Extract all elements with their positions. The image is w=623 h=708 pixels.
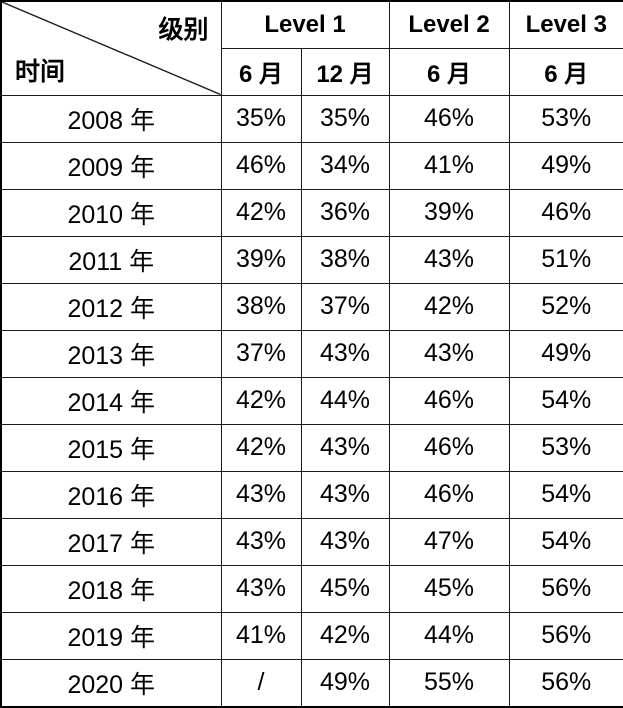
value-cell: 46% [388, 423, 510, 472]
value-cell: 34% [300, 141, 390, 190]
value-cell: 43% [300, 329, 390, 378]
table-row-2018: 2018 年 43% 45% 45% 56% [0, 564, 623, 613]
value-cell: 43% [220, 517, 302, 566]
column-group-level-3: Level 3 [508, 0, 623, 49]
value-cell: 46% [388, 376, 510, 425]
year-cell: 2016 年 [0, 470, 222, 519]
value-cell: 43% [300, 470, 390, 519]
value-cell: / [220, 658, 302, 708]
value-cell: 46% [388, 470, 510, 519]
value-cell: 43% [220, 564, 302, 613]
table-row-2011: 2011 年 39% 38% 43% 51% [0, 235, 623, 284]
value-cell: 43% [388, 329, 510, 378]
value-cell: 37% [220, 329, 302, 378]
year-cell: 2019 年 [0, 611, 222, 660]
value-cell: 45% [300, 564, 390, 613]
corner-label-time: 时间 [15, 57, 66, 86]
year-cell: 2014 年 [0, 376, 222, 425]
corner-label-level: 级别 [158, 16, 209, 44]
value-cell: 47% [388, 517, 510, 566]
value-cell: 54% [508, 470, 623, 519]
value-cell: 56% [508, 564, 623, 613]
value-cell: 44% [388, 611, 510, 660]
table-row-2012: 2012 年 38% 37% 42% 52% [0, 282, 623, 331]
subheader-level1-december: 12 月 [300, 47, 390, 96]
value-cell: 45% [388, 564, 510, 613]
value-cell: 42% [220, 423, 302, 472]
year-cell: 2012 年 [0, 282, 222, 331]
value-cell: 49% [508, 141, 623, 190]
value-cell: 42% [388, 282, 510, 331]
value-cell: 35% [300, 94, 390, 143]
value-cell: 54% [508, 517, 623, 566]
table-row-2017: 2017 年 43% 43% 47% 54% [0, 517, 623, 566]
subheader-level3-june: 6 月 [508, 47, 623, 96]
column-group-level-2: Level 2 [388, 0, 510, 49]
table-row-2009: 2009 年 46% 34% 41% 49% [0, 141, 623, 190]
value-cell: 53% [508, 423, 623, 472]
table-row-2020: 2020 年 / 49% 55% 56% [0, 658, 623, 708]
value-cell: 54% [508, 376, 623, 425]
value-cell: 38% [220, 282, 302, 331]
subheader-level2-june: 6 月 [388, 47, 510, 96]
column-group-level-1: Level 1 [220, 0, 390, 49]
header-row-groups: 级别 时间 Level 1 Level 2 Level 3 [0, 0, 623, 96]
value-cell: 38% [300, 235, 390, 284]
value-cell: 39% [220, 235, 302, 284]
year-cell: 2015 年 [0, 423, 222, 472]
value-cell: 46% [388, 94, 510, 143]
corner-header-cell: 级别 时间 [0, 0, 222, 96]
year-cell: 2009 年 [0, 141, 222, 190]
value-cell: 56% [508, 658, 623, 708]
year-cell: 2008 年 [0, 94, 222, 143]
table-row-2014: 2014 年 42% 44% 46% 54% [0, 376, 623, 425]
value-cell: 55% [388, 658, 510, 708]
table-row-2010: 2010 年 42% 36% 39% 46% [0, 188, 623, 237]
value-cell: 42% [220, 376, 302, 425]
subheader-level1-june: 6 月 [220, 47, 302, 96]
value-cell: 35% [220, 94, 302, 143]
value-cell: 53% [508, 94, 623, 143]
year-cell: 2017 年 [0, 517, 222, 566]
value-cell: 43% [300, 517, 390, 566]
header-row-months: 6 月 12 月 6 月 6 月 [1, 47, 623, 96]
diagonal-divider-line [2, 2, 221, 95]
value-cell: 46% [508, 188, 623, 237]
year-cell: 2020 年 [0, 658, 222, 708]
value-cell: 49% [300, 658, 390, 708]
value-cell: 37% [300, 282, 390, 331]
value-cell: 51% [508, 235, 623, 284]
table-row-2016: 2016 年 43% 43% 46% 54% [0, 470, 623, 519]
value-cell: 41% [220, 611, 302, 660]
table-row-2013: 2013 年 37% 43% 43% 49% [0, 329, 623, 378]
year-cell: 2011 年 [0, 235, 222, 284]
year-cell: 2018 年 [0, 564, 222, 613]
year-cell: 2010 年 [0, 188, 222, 237]
table-row-2015: 2015 年 42% 43% 46% 53% [0, 423, 623, 472]
value-cell: 41% [388, 141, 510, 190]
table-row-2008: 2008 年 35% 35% 46% 53% [0, 94, 623, 143]
table-row-2019: 2019 年 41% 42% 44% 56% [0, 611, 623, 660]
value-cell: 36% [300, 188, 390, 237]
year-cell: 2013 年 [0, 329, 222, 378]
value-cell: 44% [300, 376, 390, 425]
value-cell: 49% [508, 329, 623, 378]
value-cell: 42% [220, 188, 302, 237]
value-cell: 46% [220, 141, 302, 190]
value-cell: 43% [388, 235, 510, 284]
value-cell: 42% [300, 611, 390, 660]
value-cell: 52% [508, 282, 623, 331]
value-cell: 43% [220, 470, 302, 519]
value-cell: 56% [508, 611, 623, 660]
value-cell: 43% [300, 423, 390, 472]
value-cell: 39% [388, 188, 510, 237]
